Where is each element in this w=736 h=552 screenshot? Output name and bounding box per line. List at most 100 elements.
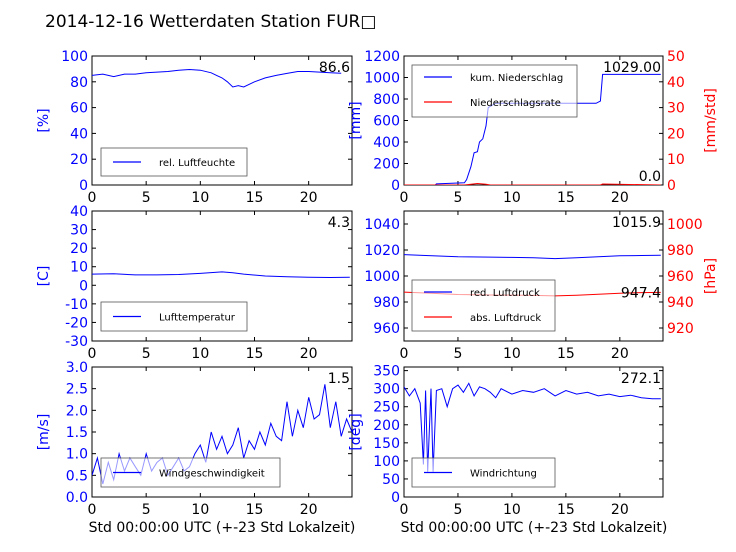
y-tick-label-right: 10 xyxy=(667,152,685,168)
y-tick-label-right: 50 xyxy=(667,49,685,65)
y-tick-label-right: 40 xyxy=(667,75,685,91)
y-tick-label: 0 xyxy=(391,490,400,506)
y-axis-label-right: [mm/std] xyxy=(703,88,719,153)
y-tick-label: 40 xyxy=(70,204,88,220)
y-tick-label: 1000 xyxy=(364,269,400,285)
x-tick-label: 0 xyxy=(88,502,97,518)
current-value-label: 272.1 xyxy=(621,371,661,387)
y-tick-label: -10 xyxy=(65,297,88,313)
y-axis-label: [m/s] xyxy=(36,414,52,451)
legend-label: rel. Luftfeuchte xyxy=(159,158,235,169)
y-tick-label-right: 1000 xyxy=(667,217,703,233)
x-tick-label: 5 xyxy=(142,502,151,518)
x-tick-label: 5 xyxy=(453,190,462,206)
series-line-rel-luftfeuchte xyxy=(92,68,342,88)
y-tick-label: -30 xyxy=(65,334,88,350)
legend-label: Windrichtung xyxy=(470,469,537,480)
x-tick-label: 20 xyxy=(300,190,318,206)
y-tick-label: 100 xyxy=(373,454,400,470)
x-tick-label: 5 xyxy=(142,346,151,362)
current-value-label: 1029.00 xyxy=(603,60,661,76)
x-tick-label: 0 xyxy=(400,346,409,362)
x-tick-label: 10 xyxy=(503,346,521,362)
x-tick-label: 15 xyxy=(557,190,575,206)
legend: Lufttemperatur xyxy=(100,301,248,332)
series-line-lufttemperatur xyxy=(92,271,350,279)
y-tick-label: 800 xyxy=(373,92,400,108)
legend-label: kum. Niederschlag xyxy=(470,73,563,84)
y-tick-label: 250 xyxy=(373,400,400,416)
y-tick-label: 50 xyxy=(382,472,400,488)
y-tick-label: 1200 xyxy=(364,49,400,65)
y-tick-label-right: 30 xyxy=(667,101,685,117)
current-value-label: 1015.9 xyxy=(612,215,661,231)
y-tick-label: 600 xyxy=(373,114,400,130)
x-tick-label: 20 xyxy=(611,502,629,518)
y-tick-label: 40 xyxy=(70,126,88,142)
y-tick-label: 3.0 xyxy=(66,360,88,376)
y-tick-label: 100 xyxy=(61,49,88,65)
y-tick-label: 400 xyxy=(373,135,400,151)
y-tick-label: 980 xyxy=(373,295,400,311)
y-tick-label: 960 xyxy=(373,321,400,337)
y-tick-label: 200 xyxy=(373,157,400,173)
series-line-niederschlagsrate xyxy=(404,182,661,185)
panel-pressure: 0 5 10 15 20 960 980 1000 1020 1040 920 940 960 980 10… xyxy=(364,210,719,362)
legend-label: red. Luftdruck xyxy=(470,288,540,299)
legend: kum. Niederschlag Niederschlagsrate xyxy=(411,64,578,118)
legend: Windrichtung xyxy=(411,457,556,488)
x-tick-label: 20 xyxy=(300,346,318,362)
legend: Windgeschwindigkeit xyxy=(100,457,281,488)
y-tick-label: 0 xyxy=(79,178,88,194)
panel-precipitation: 0 5 10 15 2002004006008001000120001020304050… xyxy=(348,49,719,206)
y-tick-label: 60 xyxy=(70,101,88,117)
current-value-label: 4.3 xyxy=(328,215,350,231)
y-tick-label: 20 xyxy=(70,241,88,257)
legend: red. Luftdruck abs. Luftdruck xyxy=(411,279,556,332)
legend: rel. Luftfeuchte xyxy=(100,147,248,177)
y-tick-label: 0.5 xyxy=(66,468,88,484)
y-tick-label-right: 20 xyxy=(667,126,685,142)
y-tick-label: 300 xyxy=(373,382,400,398)
y-axis-label: [deg] xyxy=(348,413,364,450)
x-tick-label: 15 xyxy=(557,346,575,362)
x-tick-label: 15 xyxy=(246,502,264,518)
y-tick-label-right: 0 xyxy=(667,178,676,194)
legend-label: Lufttemperatur xyxy=(159,313,236,324)
y-tick-label: -20 xyxy=(65,315,88,331)
y-tick-label: 30 xyxy=(70,223,88,239)
y-tick-label: 1.0 xyxy=(66,447,88,463)
y-tick-label-right: 920 xyxy=(667,321,694,337)
y-axis-label: [%] xyxy=(36,108,52,132)
current-value-label: 1.5 xyxy=(328,371,350,387)
x-tick-label: 0 xyxy=(400,502,409,518)
x-tick-label: 10 xyxy=(191,346,209,362)
panel-wind-speed: 0 5 10 15 20 0.0 0.5 1.0 1.5 2.0 2.5 3.0 [m/s] Windge… xyxy=(36,360,353,518)
y-axis-label-right: [hPa] xyxy=(703,258,719,294)
x-tick-label: 10 xyxy=(191,502,209,518)
y-tick-label-right: 960 xyxy=(667,269,694,285)
panel-humidity: 0 5 10 15 20 0 20 40 60 80 100 [%] rel. Luftfeuchte 8… xyxy=(36,49,353,206)
x-tick-label: 5 xyxy=(453,346,462,362)
legend-box xyxy=(411,64,578,118)
y-tick-label: 0 xyxy=(79,278,88,294)
current-value-label-right: 947.4 xyxy=(621,285,661,301)
y-tick-label: 1040 xyxy=(364,217,400,233)
y-tick-label: 350 xyxy=(373,364,400,380)
plot-frame xyxy=(91,210,353,342)
panel-temperature: 0 5 10 15 20 -30 -20 -10 0 10 20 30 40 [C] Lufttempera… xyxy=(36,204,353,362)
y-tick-label: 0.0 xyxy=(66,490,88,506)
x-tick-label: 5 xyxy=(453,502,462,518)
y-tick-label: 150 xyxy=(373,436,400,452)
y-tick-label: 1020 xyxy=(364,243,400,259)
x-tick-label: 10 xyxy=(503,190,521,206)
y-tick-label: 20 xyxy=(70,152,88,168)
x-tick-label: 20 xyxy=(611,346,629,362)
x-tick-label: 0 xyxy=(88,346,97,362)
y-tick-label: 80 xyxy=(70,75,88,91)
y-tick-label: 2.0 xyxy=(66,403,88,419)
y-tick-label: 0 xyxy=(391,178,400,194)
figure-title: 2014-12-16 Wetterdaten Station FUR□ xyxy=(45,12,376,32)
y-tick-label-right: 980 xyxy=(667,243,694,259)
